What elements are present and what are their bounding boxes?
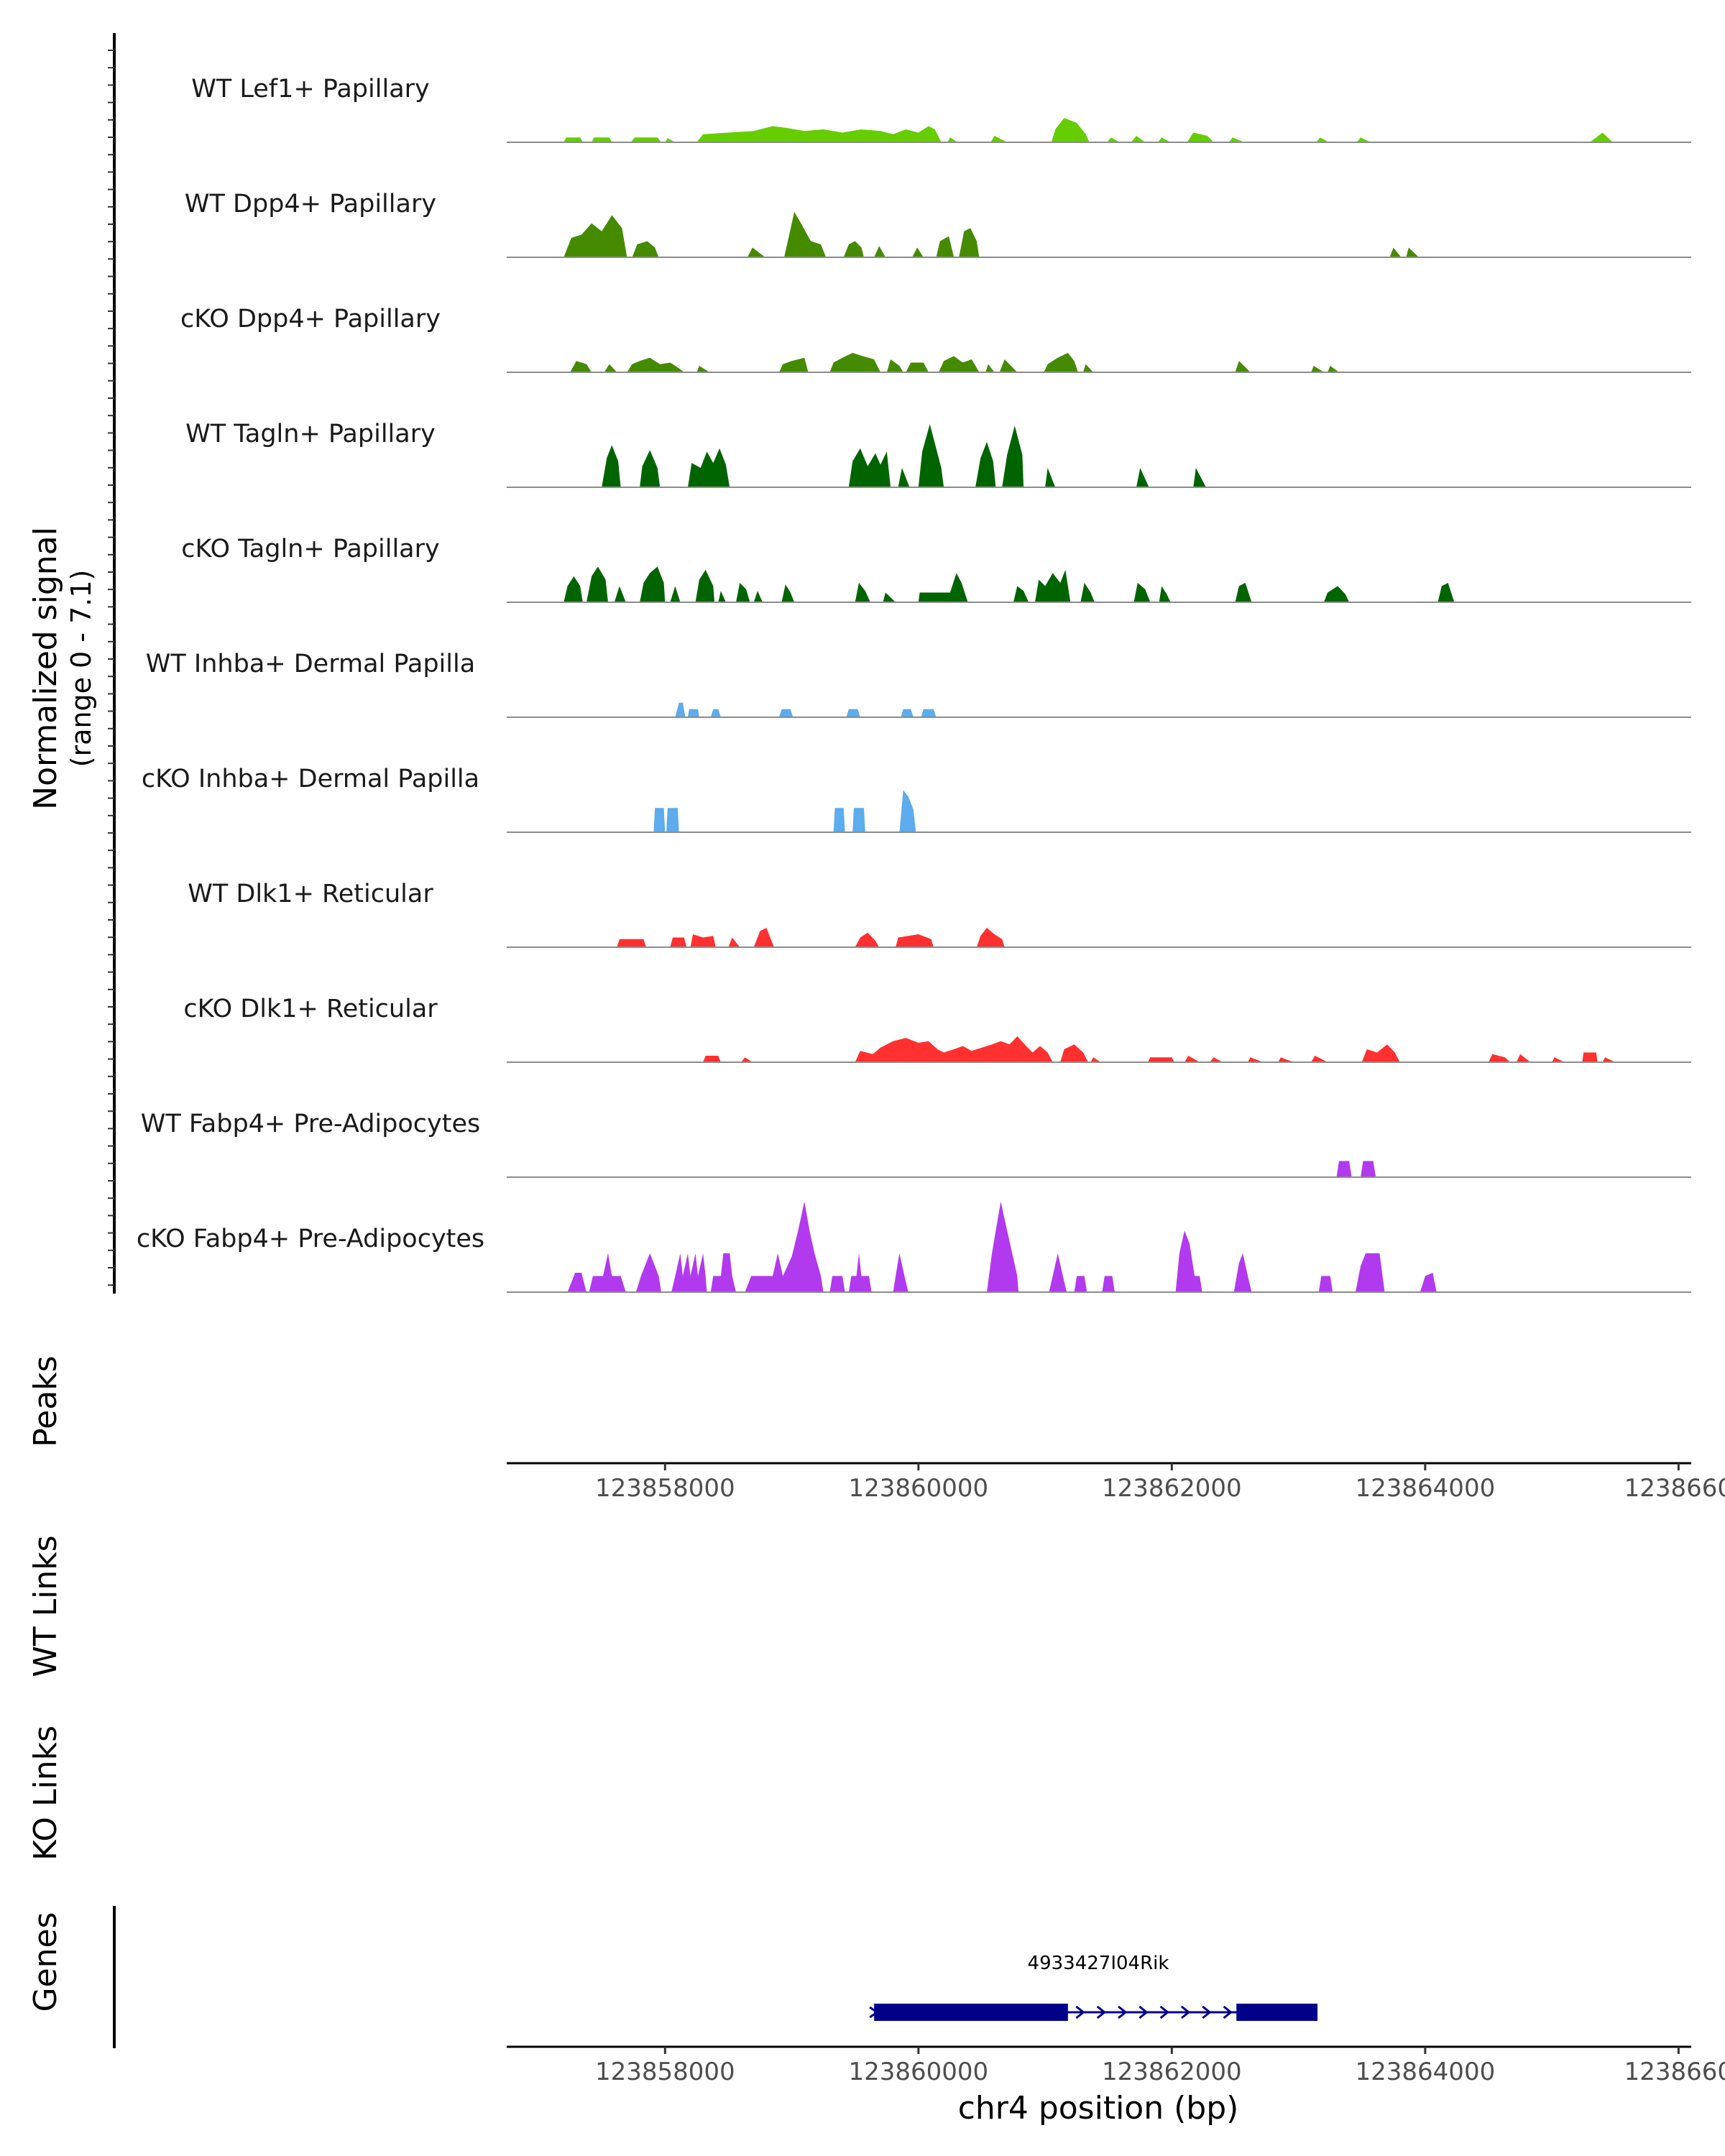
track-label: WT Fabp4+ Pre-Adipocytes (141, 1110, 480, 1138)
coverage-track: cKO Dpp4+ Papillary (180, 305, 1691, 373)
strand-arrow (1223, 2005, 1233, 2019)
signal-axis-range-label: (range 0 - 7.1) (65, 570, 97, 768)
coverage-track: WT Lef1+ Papillary (191, 75, 1691, 143)
wt-links-panel-label: WT Links (27, 1535, 64, 1677)
x-tick-label: 1238660 (1624, 1474, 1725, 1503)
x-tick-label: 123864000 (1356, 1474, 1496, 1503)
coverage-area (703, 1036, 1616, 1062)
track-label: WT Dlk1+ Reticular (188, 880, 433, 908)
x-tick-label: 123862000 (1102, 1474, 1242, 1503)
x-axis-peaks: 123858000 123860000 123862000 123864000 1238… (507, 1462, 1725, 1503)
track-label: WT Tagln+ Papillary (185, 420, 436, 448)
x-tick-label: 123860000 (848, 1474, 988, 1503)
strand-arrow (1138, 2005, 1149, 2019)
coverage-tracks: WT Lef1+ Papillary WT Dpp4+ Papillary cKO … (137, 75, 1691, 1293)
gene-exon (1236, 2004, 1318, 2021)
track-label: cKO Fabp4+ Pre-Adipocytes (137, 1225, 484, 1253)
x-tick-label: 123858000 (595, 2058, 735, 2086)
strand-arrow (1202, 2005, 1212, 2019)
coverage-track: cKO Tagln+ Papillary (181, 535, 1691, 603)
ko-links-panel-label: KO Links (27, 1726, 64, 1861)
signal-axis (108, 33, 116, 1294)
coverage-track: cKO Fabp4+ Pre-Adipocytes (137, 1201, 1691, 1293)
coverage-area (570, 353, 1339, 372)
track-label: WT Lef1+ Papillary (191, 75, 430, 103)
coverage-area (617, 928, 1005, 947)
coverage-area (564, 211, 1419, 257)
coverage-area (564, 118, 1613, 142)
strand-arrow (1159, 2005, 1170, 2019)
x-tick-label: 123860000 (848, 2058, 988, 2086)
gene-exon (874, 2004, 1068, 2021)
coverage-track: WT Fabp4+ Pre-Adipocytes (141, 1110, 1691, 1178)
x-axis-genes: 123858000 123860000 123862000 123864000 1238… (507, 2045, 1725, 2086)
coverage-area (567, 1201, 1437, 1292)
coverage-track: WT Tagln+ Papillary (185, 420, 1691, 488)
strand-arrow (1180, 2005, 1191, 2019)
track-label: WT Inhba+ Dermal Papilla (146, 650, 475, 678)
x-tick-label: 123864000 (1356, 2058, 1496, 2086)
track-label: WT Dpp4+ Papillary (185, 190, 436, 218)
peaks-panel-label: Peaks (27, 1355, 64, 1447)
track-label: cKO Inhba+ Dermal Papilla (142, 765, 479, 793)
coverage-track: WT Dlk1+ Reticular (188, 880, 1691, 948)
coverage-track: WT Dpp4+ Papillary (185, 190, 1691, 258)
coverage-track: WT Inhba+ Dermal Papilla (146, 650, 1691, 718)
strand-arrow (1096, 2005, 1107, 2019)
coverage-area (653, 790, 916, 832)
coverage-area (602, 424, 1206, 487)
x-tick-label: 123862000 (1102, 2058, 1242, 2086)
genes-panel-label: Genes (27, 1912, 64, 2012)
coverage-area (564, 566, 1455, 602)
track-label: cKO Dpp4+ Papillary (180, 305, 441, 333)
signal-axis-label: Normalized signal (27, 527, 64, 810)
coverage-area (675, 702, 937, 717)
track-label: cKO Dlk1+ Reticular (183, 995, 438, 1023)
strand-arrow (869, 2006, 879, 2019)
strand-arrow (1118, 2005, 1128, 2019)
x-axis-title: chr4 position (bp) (958, 2090, 1239, 2127)
strand-arrow (1075, 2005, 1085, 2019)
x-tick-label: 1238660 (1624, 2058, 1725, 2086)
coverage-track: cKO Inhba+ Dermal Papilla (142, 765, 1691, 833)
coverage-track: cKO Dlk1+ Reticular (183, 995, 1691, 1063)
x-tick-label: 123858000 (595, 1474, 735, 1503)
coverage-area (1336, 1161, 1376, 1177)
track-label: cKO Tagln+ Papillary (181, 535, 440, 563)
gene-model (869, 2004, 1318, 2021)
gene-name-label: 4933427I04Rik (1028, 1953, 1169, 1974)
